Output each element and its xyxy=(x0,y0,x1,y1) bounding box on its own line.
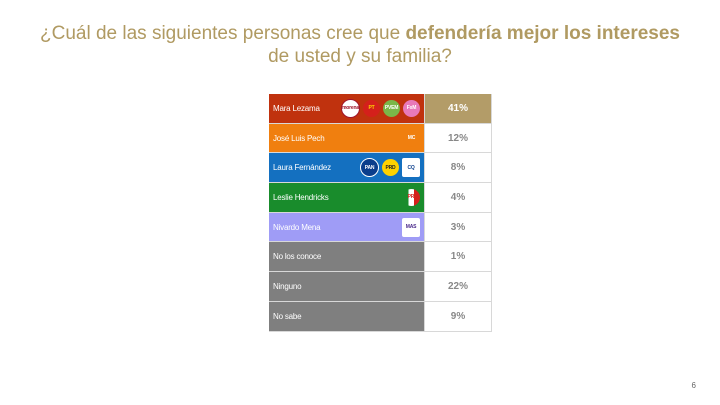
row-label: Nivardo Mena xyxy=(273,222,321,232)
party-logos: morena PT PVEM FxM xyxy=(341,94,420,123)
row-value: 12% xyxy=(424,123,492,153)
party-logos: PRI xyxy=(403,183,420,212)
row-value: 3% xyxy=(424,212,492,242)
row-value: 8% xyxy=(424,153,492,183)
table-row: José Luis Pech MC 12% xyxy=(269,123,492,154)
page-number: 6 xyxy=(691,381,696,390)
title-text: ¿Cuál de las siguientes personas cree qu… xyxy=(40,23,406,44)
row-label: José Luis Pech xyxy=(273,133,325,143)
party-logo-pt-icon: PT xyxy=(363,99,380,117)
table-row: Nivardo Mena MAS 3% xyxy=(269,212,492,243)
results-table: Mara Lezama morena PT PVEM FxM 41% José Luis P… xyxy=(269,94,492,332)
party-logo-mas-icon: MAS xyxy=(402,217,420,237)
party-logo-fxm-icon: FxM xyxy=(403,99,420,117)
row-label-cell: Ninguno xyxy=(269,272,424,301)
row-label-cell: Leslie Hendricks PRI xyxy=(269,183,424,212)
row-value: 9% xyxy=(424,301,492,331)
table-row: No sabe 9% xyxy=(269,301,492,332)
party-logo-pri-icon: PRI xyxy=(403,188,420,206)
row-value: 4% xyxy=(424,183,492,212)
row-label: Laura Fernández xyxy=(273,163,331,173)
table-row: Mara Lezama morena PT PVEM FxM 41% xyxy=(269,94,492,124)
row-label-cell: Nivardo Mena MAS xyxy=(269,212,424,242)
title-bold-text: defendería mejor los intereses xyxy=(405,23,680,44)
row-label: No sabe xyxy=(273,311,302,321)
party-logo-pvem-icon: PVEM xyxy=(383,99,400,117)
table-row: Laura Fernández PAN PRD CQ 8% xyxy=(269,153,492,184)
row-value: 41% xyxy=(424,94,492,123)
row-label-cell: José Luis Pech MC xyxy=(269,123,424,153)
party-logos: PAN PRD CQ xyxy=(360,153,420,182)
row-value: 1% xyxy=(424,242,492,272)
row-label-cell: Mara Lezama morena PT PVEM FxM xyxy=(269,94,424,123)
party-logos: MAS xyxy=(402,213,420,242)
chart-title: ¿Cuál de las siguientes personas cree qu… xyxy=(40,22,680,68)
party-logo-cq-icon: CQ xyxy=(402,158,420,178)
row-label: No los conoce xyxy=(273,252,322,262)
row-label: Leslie Hendricks xyxy=(273,192,329,202)
table-row: Ninguno 22% xyxy=(269,272,492,302)
row-label: Mara Lezama xyxy=(273,103,320,113)
table-row: No los conoce 1% xyxy=(269,242,492,273)
party-logo-mc-icon: MC xyxy=(403,129,420,147)
party-logo-morena-icon: morena xyxy=(341,98,360,118)
party-logo-pan-icon: PAN xyxy=(360,158,379,178)
row-label-cell: No los conoce xyxy=(269,242,424,272)
row-value: 22% xyxy=(424,272,492,301)
title-text-end: de usted y su familia? xyxy=(268,46,452,67)
row-label: Ninguno xyxy=(273,281,302,291)
party-logo-prd-icon: PRD xyxy=(382,159,399,177)
row-label-cell: No sabe xyxy=(269,301,424,331)
table-row: Leslie Hendricks PRI 4% xyxy=(269,183,492,213)
party-logos: MC xyxy=(403,124,420,153)
row-label-cell: Laura Fernández PAN PRD CQ xyxy=(269,153,424,183)
